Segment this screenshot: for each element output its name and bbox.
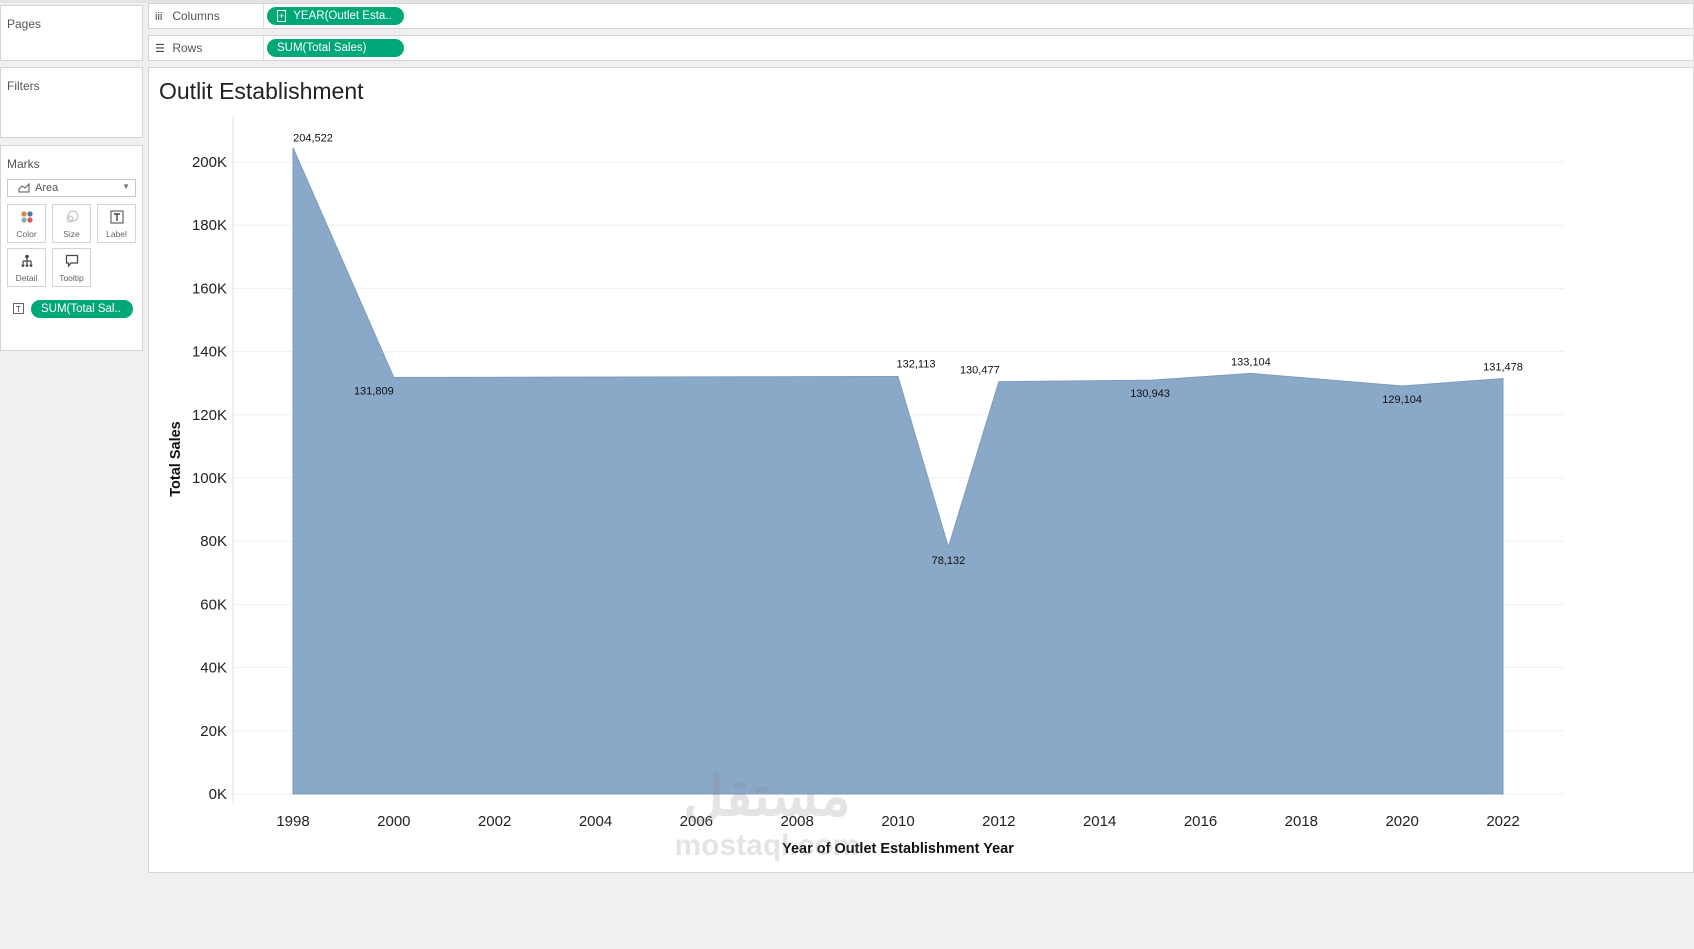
marks-card: Marks Area ▼ Color Size Label: [0, 145, 143, 351]
y-tick-label: 140K: [192, 344, 227, 361]
x-tick-label: 2002: [478, 813, 511, 830]
data-label: 131,809: [354, 385, 394, 397]
label-button-label: Label: [106, 229, 127, 239]
label-button[interactable]: Label: [97, 204, 136, 243]
y-tick-label: 200K: [192, 154, 227, 171]
watermark-latin: mostaql.com: [674, 829, 859, 862]
y-tick-label: 160K: [192, 280, 227, 297]
x-tick-label: 2018: [1285, 813, 1318, 830]
color-button[interactable]: Color: [7, 204, 46, 243]
chart-view: Outlit Establishment 0K 20K 40K 60K 80K 100K 1…: [148, 67, 1694, 873]
data-label: 78,132: [932, 555, 966, 567]
y-tick-label: 100K: [192, 470, 227, 487]
columns-shelf[interactable]: iii Columns + YEAR(Outlet Esta..: [148, 3, 1694, 29]
rows-shelf[interactable]: ☰ Rows SUM(Total Sales): [148, 35, 1694, 61]
y-tick-label: 20K: [200, 723, 227, 740]
label-encoding-icon: T: [13, 303, 24, 314]
data-label: 130,943: [1130, 388, 1170, 400]
detail-button-label: Detail: [15, 273, 38, 283]
area-chart: 0K 20K 40K 60K 80K 100K 120K 140K 160K 180K 200K 1…: [168, 116, 1564, 862]
size-button-label: Size: [63, 229, 80, 239]
rows-label-text: Rows: [172, 41, 203, 55]
y-tick-label: 0K: [209, 786, 227, 803]
marks-sum-total-sales-pill[interactable]: SUM(Total Sal..: [31, 300, 133, 318]
x-tick-label: 2014: [1083, 813, 1116, 830]
pages-title: Pages: [7, 17, 42, 31]
marks-title: Marks: [7, 157, 40, 171]
y-tick-label: 60K: [200, 596, 227, 613]
x-tick-label: 1998: [276, 813, 309, 830]
x-tick-label: 2016: [1184, 813, 1217, 830]
filters-card[interactable]: Filters: [0, 67, 143, 138]
y-axis-title: Total Sales: [168, 421, 184, 496]
columns-pill-text: YEAR(Outlet Esta..: [293, 10, 392, 22]
chart-title: Outlit Establishment: [159, 78, 364, 104]
tooltip-button[interactable]: Tooltip: [52, 248, 91, 287]
columns-year-pill[interactable]: + YEAR(Outlet Esta..: [267, 7, 404, 25]
area-series[interactable]: [292, 147, 1504, 795]
x-axis-title: Year of Outlet Establishment Year: [782, 841, 1014, 857]
mark-type-dropdown[interactable]: Area ▼: [7, 179, 136, 197]
tooltip-icon: [65, 254, 79, 268]
y-tick-label: 120K: [192, 407, 227, 424]
y-tick-label: 80K: [200, 533, 227, 550]
filters-title: Filters: [7, 79, 40, 93]
mark-type-label: Area: [35, 182, 59, 194]
rows-sum-total-sales-pill[interactable]: SUM(Total Sales): [267, 39, 404, 57]
data-label: 132,113: [897, 359, 936, 371]
color-button-label: Color: [16, 229, 37, 239]
x-tick-label: 2000: [377, 813, 410, 830]
size-button[interactable]: Size: [52, 204, 91, 243]
data-label: 131,478: [1483, 362, 1523, 374]
data-label: 204,522: [293, 133, 333, 145]
top-border: [0, 0, 1694, 3]
watermark-arabic: مستقل: [683, 764, 851, 827]
x-tick-label: 2010: [881, 813, 914, 830]
text-label-icon: [110, 210, 124, 224]
data-label: 130,477: [960, 365, 1000, 377]
rows-icon: ☰: [155, 43, 165, 55]
x-tick-label: 2022: [1486, 813, 1519, 830]
tooltip-button-label: Tooltip: [59, 273, 84, 283]
rows-shelf-label: ☰ Rows: [155, 36, 264, 60]
x-tick-label: 2008: [780, 813, 813, 830]
x-tick-label: 2020: [1385, 813, 1418, 830]
chevron-down-icon: ▼: [122, 182, 130, 191]
data-label: 133,104: [1231, 356, 1271, 368]
x-tick-label: 2004: [579, 813, 612, 830]
expand-plus-icon: +: [277, 10, 287, 22]
pages-card[interactable]: Pages: [0, 5, 143, 61]
detail-button[interactable]: Detail: [7, 248, 46, 287]
area-chart-icon: [18, 183, 30, 193]
columns-shelf-label: iii Columns: [155, 4, 264, 28]
size-icon: [66, 210, 79, 223]
columns-icon: iii: [155, 11, 163, 23]
columns-label-text: Columns: [172, 9, 220, 23]
color-icon: [21, 211, 33, 223]
detail-hierarchy-icon: [21, 254, 33, 267]
x-tick-label: 2006: [680, 813, 713, 830]
y-tick-label: 180K: [192, 217, 227, 234]
y-tick-label: 40K: [200, 660, 227, 677]
data-label: 129,104: [1382, 394, 1422, 406]
x-tick-label: 2012: [982, 813, 1015, 830]
